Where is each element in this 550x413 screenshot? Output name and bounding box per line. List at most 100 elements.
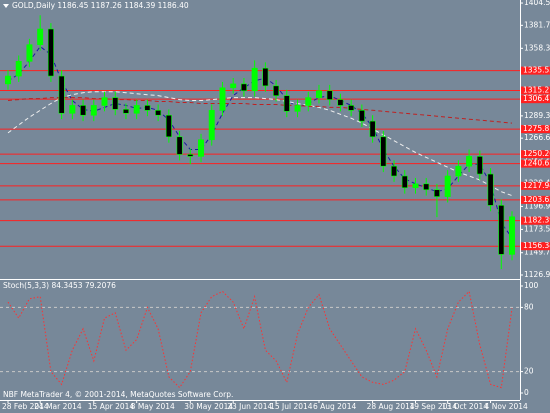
- level-label-box: [521, 66, 550, 75]
- candle-body: [90, 105, 97, 116]
- candle-body: [487, 173, 494, 206]
- level-label-box: [521, 181, 550, 190]
- y-tick-label: 1404.50: [524, 0, 550, 7]
- y-tick-label: 80: [524, 302, 534, 311]
- candle-body: [5, 75, 11, 85]
- y-tick-label: 1196.95: [524, 201, 550, 210]
- candle-body: [423, 183, 430, 191]
- candle-body: [444, 175, 451, 197]
- y-tick-label: 1289.35: [524, 111, 550, 120]
- candle-body: [251, 67, 258, 92]
- level-label: 1203.63: [523, 195, 550, 204]
- candle-body: [47, 28, 54, 77]
- x-tick-label: 19 Sep 2014: [409, 402, 457, 411]
- candle-body: [509, 216, 515, 255]
- y-tick-label: 1266.60: [524, 133, 550, 142]
- candle-body: [294, 105, 301, 112]
- candle-body: [455, 165, 462, 177]
- menu-icon: [3, 4, 9, 8]
- candle-body: [315, 90, 322, 98]
- candle-body: [26, 44, 33, 62]
- x-tick-label: 23 Jun 2014: [227, 402, 272, 411]
- x-tick-label: 15 Jul 2014: [270, 402, 313, 411]
- candle-body: [37, 28, 44, 45]
- x-tick-label: 8 May 2014: [131, 402, 175, 411]
- x-tick-label: 28 Aug 2014: [367, 402, 415, 411]
- y-tick-label: 1358.30: [524, 43, 550, 52]
- candle-body: [58, 75, 65, 114]
- footer: NBF MetaTrader 4, © 2001-2014, MetaQuote…: [3, 390, 233, 399]
- candle-body: [348, 105, 355, 111]
- indicator-line: [7, 97, 513, 124]
- y-tick-label: 100: [524, 281, 539, 290]
- level-label-box: [521, 150, 550, 159]
- candle-body: [101, 97, 108, 106]
- candle-body: [391, 165, 398, 177]
- candle-body: [133, 105, 140, 114]
- candle-body: [476, 156, 483, 175]
- candle-body: [305, 97, 312, 106]
- indicator-line: [7, 91, 513, 197]
- candle-body: [283, 95, 290, 112]
- level-label: 1335.53: [523, 66, 550, 75]
- level-label-box: [521, 216, 550, 225]
- x-tick-label: 13 Oct 2014: [442, 402, 489, 411]
- candle-body: [498, 205, 505, 255]
- candle-body: [155, 110, 162, 116]
- candle-body: [273, 85, 280, 96]
- y-tick-label: 1149.70: [524, 248, 550, 257]
- level-label-box: [521, 125, 550, 134]
- x-tick-label: 30 May 2014: [184, 402, 233, 411]
- candle-body: [358, 110, 365, 122]
- level-label-box: [521, 159, 550, 168]
- candle-body: [337, 99, 344, 106]
- y-tick-label: 20: [524, 367, 534, 376]
- chart-title: GOLD,Daily 1186.45 1187.26 1184.39 1186.…: [12, 1, 189, 10]
- candle-body: [122, 109, 129, 114]
- level-label: 1217.94: [523, 181, 550, 190]
- candle-body: [80, 105, 87, 116]
- candle-body: [187, 154, 194, 157]
- candle-body: [262, 67, 269, 87]
- candle-body: [369, 120, 376, 138]
- candle-body: [112, 97, 119, 110]
- candle-body: [230, 83, 237, 89]
- candle-body: [198, 139, 205, 157]
- level-label: 1240.63: [523, 159, 550, 168]
- candle-body: [69, 105, 76, 114]
- candle-body: [412, 183, 419, 189]
- candle-body: [176, 136, 183, 155]
- candle-body: [433, 189, 440, 197]
- level-label-box: [521, 195, 550, 204]
- candle-body: [240, 83, 247, 92]
- y-tick-label: 1126.95: [524, 270, 550, 279]
- indicator-line: [7, 290, 513, 389]
- candle-body: [15, 61, 22, 77]
- candle-body: [219, 87, 226, 111]
- y-tick-label: 1381.75: [524, 20, 550, 29]
- candle-body: [380, 136, 387, 167]
- level-label: 1315.21: [523, 86, 550, 95]
- level-label: 1182.39: [523, 216, 550, 225]
- candle-body: [208, 110, 215, 141]
- candle-body: [165, 114, 172, 138]
- candle-body: [401, 175, 408, 189]
- candle-body: [326, 90, 333, 100]
- level-label-box: [521, 95, 550, 104]
- level-label: 1306.4: [523, 94, 549, 103]
- y-tick-label: 1173.50: [524, 224, 550, 233]
- x-tick-label: 6 Aug 2014: [313, 402, 356, 411]
- candle-body: [466, 156, 473, 167]
- level-label: 1156.34: [523, 241, 550, 250]
- level-label-box: [521, 86, 550, 95]
- level-label-box: [521, 242, 550, 251]
- level-label: 1275.81: [523, 124, 550, 133]
- indicator-title: Stoch(5,3,3) 84.3453 79.2076: [3, 281, 116, 290]
- x-tick-label: 15 Apr 2014: [88, 402, 135, 411]
- x-tick-label: 28 Feb 2014: [2, 402, 49, 411]
- y-tick-label: 0: [524, 388, 529, 397]
- candle-body: [144, 105, 151, 111]
- level-label: 1250.26: [523, 149, 550, 158]
